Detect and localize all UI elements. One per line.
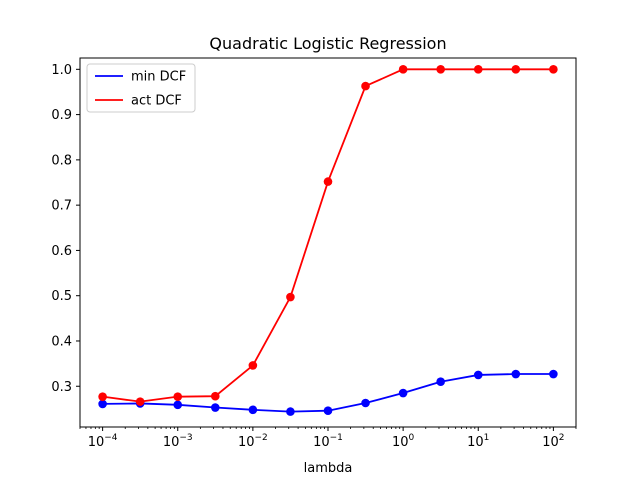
- min-dcf-point: [173, 400, 183, 410]
- min-dcf-point: [98, 399, 107, 409]
- min-dcf-point: [511, 369, 521, 379]
- act-dcf-point: [248, 361, 258, 370]
- y-tick-label: 1.0: [51, 63, 72, 78]
- x-tick-label: 10−1: [313, 433, 343, 450]
- legend-label-act-dcf: act DCF: [131, 94, 182, 109]
- act-dcf-point: [173, 392, 183, 401]
- min-dcf-point: [286, 407, 295, 416]
- min-dcf-point: [473, 370, 483, 380]
- x-axis-label: lambda: [304, 461, 353, 476]
- y-tick-label: 0.7: [51, 199, 72, 214]
- x-tick-label: 100: [392, 433, 415, 450]
- min-dcf-point: [248, 405, 258, 415]
- min-dcf-point: [549, 369, 558, 379]
- x-tick-label: 101: [467, 433, 489, 450]
- act-dcf-point: [361, 81, 370, 91]
- act-dcf-point: [286, 292, 295, 302]
- y-tick-label: 0.3: [51, 380, 72, 395]
- chart-title: Quadratic Logistic Regression: [209, 34, 446, 53]
- act-dcf-point: [511, 65, 521, 74]
- x-tick-label: 10−2: [238, 433, 268, 450]
- y-tick-label: 0.5: [51, 289, 72, 304]
- x-tick-label: 102: [542, 433, 564, 450]
- min-dcf-point: [436, 377, 445, 387]
- legend-label-min-dcf: min DCF: [131, 70, 186, 85]
- act-dcf-line: [102, 68, 554, 403]
- x-tick-label: 10−3: [163, 433, 193, 450]
- act-dcf-point: [398, 65, 408, 74]
- min-dcf-point: [398, 388, 408, 398]
- plot-area: 10−4 10−3 10−2 10−1 100 101 102 0.3 0.4 0.5 0.6 0.7…: [51, 57, 577, 450]
- act-dcf-point: [436, 65, 445, 74]
- y-tick-label: 0.6: [51, 244, 72, 259]
- y-tick-label: 0.8: [51, 153, 72, 168]
- act-dcf-point: [473, 65, 483, 74]
- act-dcf-point: [98, 392, 107, 401]
- min-dcf-point: [210, 403, 220, 412]
- act-dcf-point: [323, 177, 333, 186]
- min-dcf-point: [323, 406, 333, 416]
- act-dcf-point: [210, 391, 220, 401]
- x-tick-label: 10−4: [88, 433, 118, 450]
- act-dcf-point: [135, 397, 145, 406]
- act-dcf-point: [549, 65, 558, 74]
- y-tick-label: 0.9: [51, 108, 72, 123]
- axes-frame: [79, 57, 577, 428]
- min-dcf-line: [102, 373, 554, 413]
- y-tick-label: 0.4: [51, 334, 72, 349]
- min-dcf-point: [361, 398, 370, 408]
